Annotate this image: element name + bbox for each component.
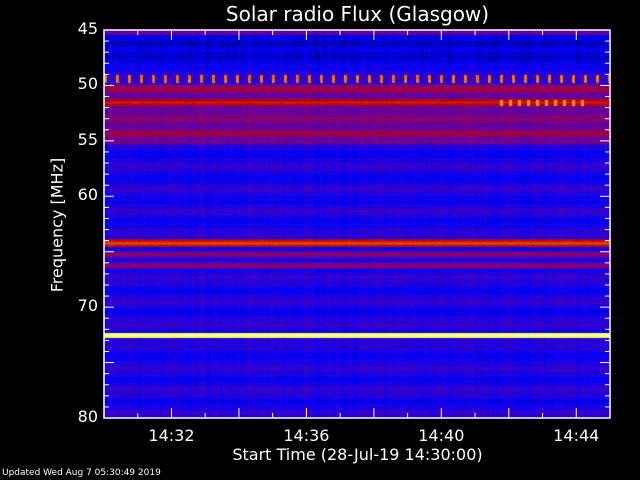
x-tick-label: 14:40 (418, 426, 465, 445)
y-tick-label: 45 (77, 19, 98, 38)
x-tick-label: 14:44 (553, 426, 600, 445)
x-axis-label: Start Time (28-Jul-19 14:30:00) (232, 445, 483, 464)
y-axis-label: Frequency [MHz] (47, 157, 67, 293)
y-tick-label: 50 (77, 74, 98, 94)
spectrogram-heatmap (104, 30, 610, 418)
y-tick-label: 70 (77, 296, 98, 316)
updated-timestamp: Updated Wed Aug 7 05:30:49 2019 (2, 468, 161, 478)
chart-title: Solar radio Flux (Glasgow) (225, 2, 490, 26)
y-tick-label: 60 (77, 185, 98, 205)
y-tick-label: 80 (77, 407, 98, 426)
x-tick-label: 14:36 (283, 426, 330, 445)
plot-frame (103, 29, 611, 419)
y-tick-label: 55 (77, 129, 98, 149)
x-tick-label: 14:32 (148, 426, 195, 445)
